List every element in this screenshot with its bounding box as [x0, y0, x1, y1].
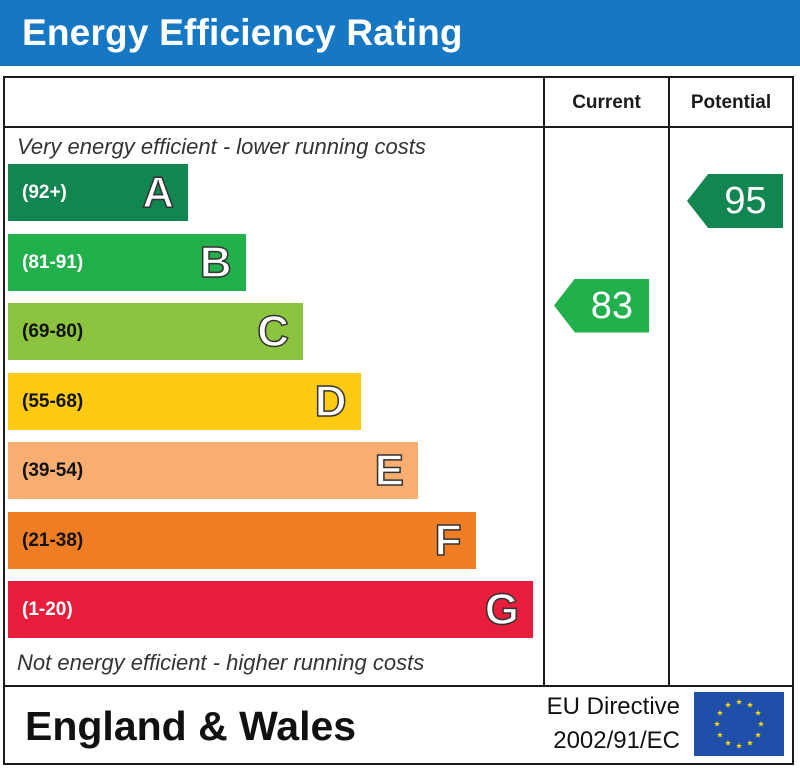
eu-star-icon [735, 698, 743, 705]
current-header: Current [572, 92, 641, 113]
band-letter: C [256, 306, 289, 357]
band-range-label: (39-54) [22, 460, 84, 481]
potential-header: Potential [690, 92, 772, 113]
eu-star-icon [716, 731, 723, 738]
band-letter: F [434, 515, 462, 566]
band-b: (81-91) B [8, 233, 246, 291]
band-letter: G [484, 584, 520, 635]
band-d: (55-68) D [8, 372, 361, 430]
current-rating-value: 83 [590, 284, 634, 327]
eu-star-icon [746, 739, 754, 746]
band-c: (69-80) C [8, 303, 303, 360]
rating-table: Current Potential Very energy efficient … [3, 76, 794, 765]
eu-flag-icon [694, 692, 784, 756]
band-letter: D [314, 376, 347, 427]
inefficient-caption: Not energy efficient - higher running co… [17, 650, 425, 675]
current-column-divider [543, 78, 545, 687]
band-range-label: (69-80) [22, 321, 84, 342]
band-a: (92+) A [8, 164, 188, 221]
chart-title: Energy Efficiency Rating [22, 12, 463, 53]
region-label: England & Wales [25, 703, 357, 749]
directive-line-2: 2002/91/EC [553, 727, 680, 754]
band-range-label: (92+) [22, 182, 67, 203]
footer-divider [5, 685, 792, 687]
band-g: (1-20) G [8, 581, 533, 638]
efficient-caption: Very energy efficient - lower running co… [17, 134, 426, 159]
band-range-label: (81-91) [22, 251, 84, 273]
eu-star-icon [713, 720, 721, 727]
band-letter: A [141, 167, 174, 218]
eu-star-icon [755, 709, 762, 716]
eu-star-icon [724, 739, 732, 746]
directive-line-1: EU Directive [546, 693, 680, 720]
band-letter: B [199, 237, 232, 288]
band-range-label: (21-38) [22, 529, 84, 551]
eu-star-icon [757, 720, 765, 727]
potential-rating-value: 95 [724, 180, 767, 222]
band-range-label: (55-68) [22, 390, 84, 412]
band-range-label: (1-20) [22, 599, 73, 620]
band-letter: E [374, 445, 405, 496]
current-rating-arrow: 83 [554, 278, 649, 333]
potential-column-divider [668, 78, 670, 687]
band-f: (21-38) F [8, 511, 476, 569]
eu-star-icon [755, 731, 762, 738]
eu-star-icon [746, 701, 754, 708]
header-divider [5, 126, 792, 128]
eu-star-icon [716, 709, 723, 716]
eu-star-icon [724, 701, 732, 708]
potential-rating-arrow: 95 [687, 174, 783, 228]
eu-star-icon [735, 742, 743, 749]
band-e: (39-54) E [8, 442, 418, 499]
title-bar: Energy Efficiency Rating [0, 0, 800, 66]
